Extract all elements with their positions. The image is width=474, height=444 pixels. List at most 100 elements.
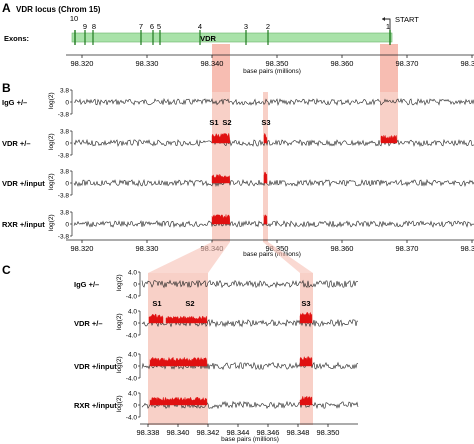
track-b-2-peak	[263, 132, 268, 144]
peak-label-s1: S1	[209, 118, 218, 127]
start-arrowhead-icon	[382, 17, 385, 21]
axis-c-tick-label: 98.340	[167, 428, 190, 437]
panel-a-letter: A	[2, 1, 11, 15]
track-b-2-y-tick-label: 3.8	[60, 129, 69, 136]
peak-label-c-s3: S3	[301, 299, 310, 308]
track-b-4-label: RXR +/input	[2, 220, 45, 229]
peak-label-c-s2: S2	[185, 299, 194, 308]
track-b-3-signal	[73, 178, 474, 188]
track-b-4-peak	[263, 214, 268, 225]
axis-a-tick-label: 98.330	[136, 59, 159, 68]
track-b-3-y-tick-label: -3.8	[58, 193, 70, 200]
track-b-1-y-tick-label: 3.8	[60, 88, 69, 95]
track-c-3-y-title: log(2)	[116, 356, 123, 373]
exon-number-1: 1	[386, 22, 390, 31]
axis-b-tick-label: 98.370	[396, 244, 419, 253]
track-c-3-y-tick-label: 0	[133, 364, 137, 371]
peak-label-s2: S2	[222, 118, 231, 127]
axis-a-tick-label: 98.380	[461, 59, 474, 68]
exon-number-2: 2	[266, 22, 270, 31]
track-b-4-y-tick-label: 3.8	[60, 210, 69, 217]
locus-title: VDR locus (Chrom 15)	[16, 5, 101, 14]
axis-b-tick-label: 98.380	[461, 244, 474, 253]
axis-a-ticks: 98.320 98.330 98.340 98.350 98.360 98.370 98.3…	[71, 55, 474, 68]
exon-number-10: 10	[70, 14, 78, 23]
track-c-2-peak	[165, 315, 208, 324]
axis-c-tick-label: 98.348	[287, 428, 310, 437]
track-c-4-y-tick-label: -4.0	[126, 415, 138, 422]
track-c-2-y-tick-label: 0	[133, 321, 137, 328]
track-c-2-label: VDR +/–	[74, 319, 103, 328]
track-b-1-y-tick-label: -3.8	[58, 112, 70, 119]
panel-b-letter: B	[2, 81, 11, 95]
track-b-2-label: VDR +/–	[2, 139, 31, 148]
track-b-4-signal	[73, 220, 474, 228]
track-c-2-y-title: log(2)	[116, 313, 123, 330]
exon-number-8: 8	[92, 22, 96, 31]
axis-a-tick-label: 98.320	[71, 59, 94, 68]
track-c-4-y-title: log(2)	[116, 395, 123, 412]
track-c-3-label: VDR +/input	[74, 362, 117, 371]
track-b-4-y-title: log(2)	[48, 214, 55, 231]
axis-b-tick-label: 98.320	[71, 244, 94, 253]
track-c-4-y-tick-label: 0	[133, 403, 137, 410]
peak-label-s3: S3	[261, 118, 270, 127]
track-b-3-y-tick-label: 3.8	[60, 169, 69, 176]
track-b-4-peak	[211, 214, 231, 225]
track-c-2-y-tick-label: -4.0	[126, 333, 138, 340]
axis-c-tick-label: 98.338	[137, 428, 160, 437]
track-b-4-y-tick-label: -3.8	[58, 234, 70, 241]
track-c-1-label: IgG +/–	[74, 280, 99, 289]
track-b-1-y-title: log(2)	[48, 92, 55, 109]
peak-label-c-s1: S1	[152, 299, 161, 308]
track-c-4-peak	[149, 396, 208, 406]
exon-marks	[74, 30, 391, 45]
track-b-2-peak	[380, 134, 398, 144]
axis-c-tick-label: 98.344	[227, 428, 250, 437]
track-c-3-y-tick-label: -4.0	[126, 376, 138, 383]
axis-a-title: base pairs (millions)	[243, 68, 301, 75]
track-b-2-y-tick-label: -3.8	[58, 153, 70, 160]
exon-number-3: 3	[244, 22, 248, 31]
axis-b-title: base pairs (millions)	[243, 251, 301, 258]
axis-a-tick-label: 98.370	[396, 59, 419, 68]
axis-c-tick-label: 98.346	[257, 428, 280, 437]
axis-c-title: base pairs (millions)	[221, 436, 279, 443]
track-c-1-signal	[141, 279, 359, 289]
track-c-3-peak	[149, 356, 208, 367]
track-b-3-peak	[263, 171, 268, 184]
track-c-1-y-tick-label: -4.0	[126, 294, 138, 301]
vdr-gene-bar	[71, 32, 393, 43]
track-b-3-y-title: log(2)	[48, 173, 55, 190]
axis-b-tick-label: 98.330	[136, 244, 159, 253]
exon-number-7: 7	[139, 22, 143, 31]
panel-c-letter: C	[2, 263, 11, 277]
axis-c-tick-label: 98.342	[197, 428, 220, 437]
track-c-4-peak	[299, 395, 313, 406]
highlight-bands-ab	[212, 44, 398, 242]
track-b-1-signal	[73, 97, 474, 106]
track-c-1-y-title: log(2)	[116, 274, 123, 291]
exon-number-9: 9	[83, 22, 87, 31]
track-c-2-peak	[299, 312, 313, 324]
track-c-4-y-tick-label: 4.0	[128, 391, 137, 398]
track-c-1-y-tick-label: 4.0	[128, 270, 137, 277]
start-label: START	[395, 15, 419, 24]
track-b-2-signal	[73, 138, 474, 148]
track-b-1-label: IgG +/–	[2, 98, 27, 107]
track-b-1-y-tick-label: 0	[65, 100, 69, 107]
axis-c-tick-label: 98.350	[317, 428, 340, 437]
exon-number-4: 4	[198, 22, 202, 31]
axis-a-tick-label: 98.360	[331, 59, 354, 68]
track-c-2-y-tick-label: 4.0	[128, 309, 137, 316]
axis-a-tick-label: 98.340	[201, 59, 224, 68]
track-b-2-y-title: log(2)	[48, 133, 55, 150]
track-b-4-y-tick-label: 0	[65, 222, 69, 229]
exon-number-5: 5	[157, 22, 161, 31]
track-c-4-label: RXR +/input	[74, 401, 117, 410]
exon-number-6: 6	[150, 22, 154, 31]
track-c-1-y-tick-label: 0	[133, 282, 137, 289]
